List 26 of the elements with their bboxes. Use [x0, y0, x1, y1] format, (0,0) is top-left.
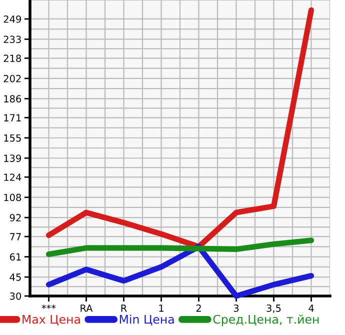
- y-tick-label: 124: [4, 174, 22, 181]
- x-tick-label: RA: [80, 304, 93, 312]
- y-tick-label: 77: [10, 233, 21, 240]
- y-tick-label: 108: [4, 194, 21, 202]
- y-tick-label: 186: [4, 95, 22, 102]
- x-tick-label: ***: [42, 304, 56, 309]
- x-tick-label: 3,5: [266, 304, 281, 313]
- x-tick-label: R: [121, 304, 127, 312]
- y-tick-label: 61: [10, 253, 21, 261]
- x-tick-label: 3: [234, 304, 239, 312]
- y-tick-label: 218: [4, 54, 21, 62]
- y-tick-label: 249: [4, 15, 21, 23]
- legend-label: Max Цена: [22, 314, 80, 326]
- y-tick-label: 171: [4, 114, 21, 122]
- y-tick-label: 92: [10, 214, 21, 222]
- x-tick-label: 4: [308, 304, 314, 312]
- y-tick-label: 30: [10, 292, 22, 300]
- x-tick-label: 2: [196, 304, 201, 312]
- y-tick-label: 155: [4, 134, 21, 142]
- legend-label: Min Цена: [120, 314, 174, 326]
- x-tick-label: 1: [159, 304, 164, 312]
- legend-label: Сред.Цена, т.йен: [213, 314, 319, 326]
- y-tick-label: 139: [4, 154, 21, 162]
- y-tick-label: 233: [4, 36, 21, 44]
- y-tick-label: 45: [10, 274, 21, 281]
- y-tick-label: 202: [4, 74, 21, 82]
